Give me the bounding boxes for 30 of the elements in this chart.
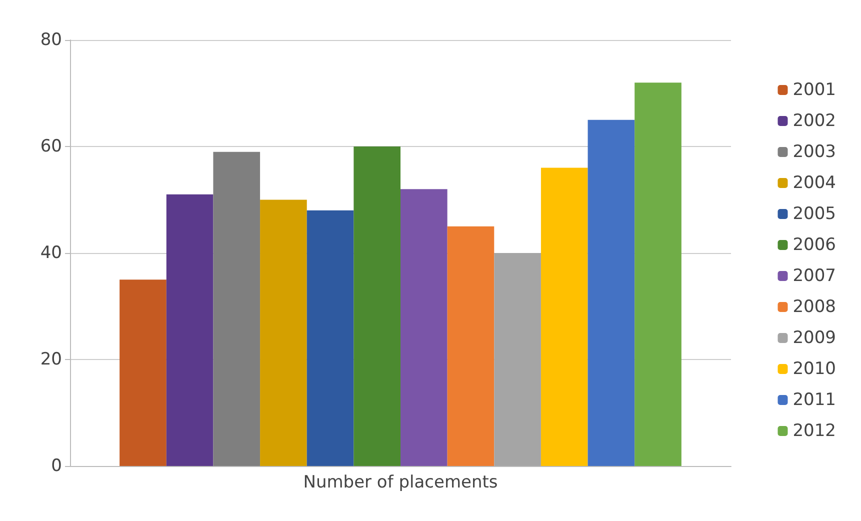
legend-label: 2008 — [792, 297, 836, 317]
legend-label: 2004 — [792, 173, 836, 193]
bar — [447, 226, 494, 466]
y-tick-label: 80 — [40, 30, 62, 50]
y-tick-label: 60 — [40, 136, 62, 156]
y-tick-label: 20 — [40, 350, 62, 370]
legend-label: 2012 — [792, 421, 836, 441]
x-tick-label: Number of placements — [303, 472, 498, 492]
bar — [494, 253, 541, 466]
y-tick-label: 40 — [40, 243, 62, 263]
legend-label: 2011 — [792, 390, 836, 410]
bar — [540, 168, 588, 466]
bar — [400, 189, 448, 466]
bar — [120, 280, 166, 466]
legend-label: 2002 — [792, 111, 836, 131]
bar — [634, 82, 682, 466]
bar — [260, 200, 307, 466]
y-tick-label: 0 — [51, 456, 62, 476]
bar — [354, 146, 400, 466]
legend-label: 2006 — [792, 235, 836, 255]
legend-label: 2003 — [792, 142, 836, 162]
bar — [213, 152, 260, 466]
legend-label: 2009 — [792, 328, 836, 348]
legend-label: 2001 — [792, 80, 836, 100]
legend-label: 2005 — [792, 204, 836, 224]
legend-label: 2007 — [792, 266, 836, 286]
legend-label: 2010 — [792, 359, 836, 379]
bar — [588, 120, 635, 466]
bar — [306, 210, 354, 466]
bar — [166, 194, 214, 466]
